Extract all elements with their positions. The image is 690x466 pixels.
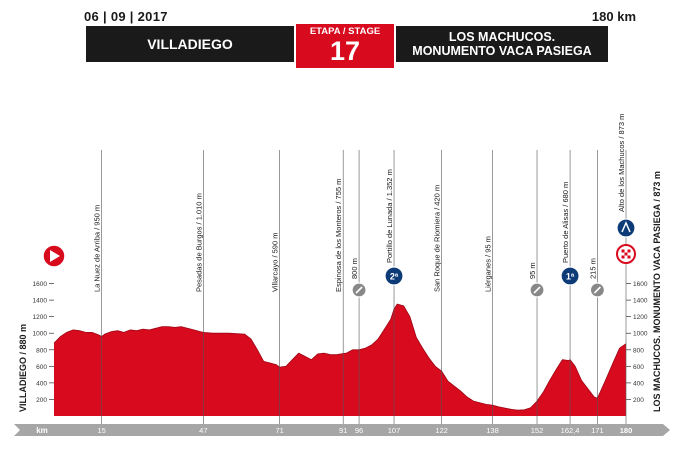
y-tick-label-left: 400 [36, 380, 47, 387]
y-tick-label-left: 600 [36, 364, 47, 371]
waypoint-km-label: 171 [591, 426, 604, 435]
finish-flag-square [621, 255, 625, 259]
finish-flag-square [627, 249, 631, 253]
waypoint-km-label: 122 [435, 426, 448, 435]
y-tick-label-left: 800 [36, 347, 47, 354]
waypoint-name-label: 800 m [350, 258, 359, 279]
sprint-icon-mark [593, 286, 601, 294]
finish-town-line2: MONUMENTO VACA PASIEGA [412, 44, 592, 58]
waypoint-km-label: 71 [275, 426, 283, 435]
waypoint-name-label: Liérganes / 95 m [484, 236, 493, 292]
waypoint-km-label: 15 [97, 426, 105, 435]
waypoint-km-label: 47 [199, 426, 207, 435]
finish-town-line1: LOS MACHUCOS. [448, 30, 556, 44]
y-tick-label-right: 400 [633, 380, 644, 387]
mountain-climb-icon [616, 218, 636, 238]
finish-flag-square [627, 255, 631, 259]
waypoint-km-label: 162,4 [561, 426, 580, 435]
y-tick-label-right: 600 [633, 364, 644, 371]
mountain-category-label: 2ª [390, 272, 399, 282]
waypoint-km-label: 107 [388, 426, 401, 435]
y-tick-label-right: 1200 [633, 314, 648, 321]
elevation-area [54, 304, 626, 416]
y-tick-label-left: 1600 [33, 281, 48, 288]
sprint-icon-mark [355, 286, 363, 294]
y-tick-label-right: 800 [633, 347, 644, 354]
waypoint-name-label: Portillo de Lunada / 1.352 m [385, 169, 394, 263]
mountain-category-label: 1ª [566, 272, 575, 282]
y-tick-label-right: 1000 [633, 331, 648, 338]
stage-badge-number: 17 [329, 36, 361, 66]
waypoint-name-label: San Roque de Riomiera / 420 m [433, 185, 442, 292]
waypoint-km-label: 152 [531, 426, 544, 435]
waypoint-km-label: 96 [355, 426, 363, 435]
waypoint-km-label: 180 [620, 426, 633, 435]
y-tick-label-left: 1000 [33, 331, 48, 338]
y-tick-label-left: 200 [36, 397, 47, 404]
sprint-icon-mark [533, 286, 541, 294]
y-tick-label-left: 1200 [33, 314, 48, 321]
stage-badge [296, 24, 394, 68]
finish-flag-square [624, 252, 628, 256]
waypoint-name-label: Espinosa de los Monteros / 755 m [334, 179, 343, 292]
y-tick-label-left: 1400 [33, 298, 48, 305]
stage-badge-label: ETAPA / STAGE [309, 26, 381, 37]
waypoint-km-label: 91 [339, 426, 347, 435]
km-band [14, 424, 670, 436]
y-tick-label-right: 1400 [633, 298, 648, 305]
mountain-climb-icon [384, 266, 404, 286]
start-arrow-icon [50, 250, 60, 262]
start-banner [86, 26, 294, 62]
mountain-climb-icon [560, 266, 580, 286]
start-altitude-label: VILLADIEGO / 880 m [18, 324, 28, 412]
stage-date: 06 | 09 | 2017 [84, 9, 168, 24]
waypoint-name-label: 95 m [528, 262, 537, 279]
mountain-peak-mark [621, 221, 631, 233]
y-tick-label-right: 1600 [633, 281, 648, 288]
start-town: VILLADIEGO [147, 36, 233, 52]
stage-distance: 180 km [591, 9, 636, 24]
y-tick-label-right: 200 [633, 397, 644, 404]
finish-flag-square [621, 249, 625, 253]
waypoint-name-label: Puerto de Alisas / 680 m [561, 182, 570, 263]
waypoint-name-label: La Nuez de Arriba / 950 m [93, 205, 102, 292]
waypoint-name-label: 215 m [588, 258, 597, 279]
finish-altitude-label: LOS MACHUCOS. MONUMENTO VACA PASIEGA / 8… [652, 171, 662, 412]
elevation-outline [53, 303, 627, 411]
waypoint-km-label: 138 [486, 426, 499, 435]
finish-banner [396, 26, 608, 62]
km-band-label: km [36, 426, 48, 435]
waypoint-name-label: Alto de los Machucos / 873 m [617, 114, 626, 212]
waypoint-name-label: Villarcayo / 590 m [271, 233, 280, 292]
waypoint-name-label: Pesadas de Burgos / 1.010 m [194, 193, 203, 292]
finish-town: LOS MACHUCOS. MONUMENTO VACA PASIEGA [396, 26, 608, 62]
